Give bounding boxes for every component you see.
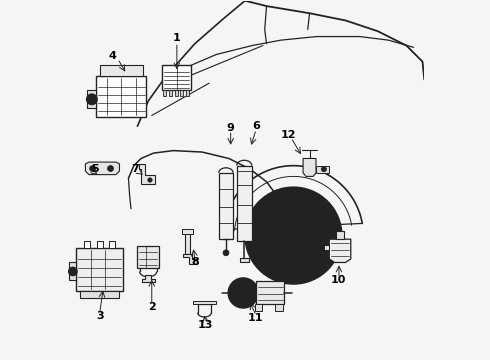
Polygon shape — [194, 301, 216, 304]
Circle shape — [148, 178, 152, 182]
Text: 8: 8 — [191, 257, 198, 267]
Bar — [336, 231, 344, 239]
Text: 7: 7 — [132, 164, 140, 174]
Circle shape — [296, 212, 304, 219]
Bar — [182, 229, 194, 234]
Circle shape — [108, 166, 113, 171]
Text: 12: 12 — [280, 130, 296, 140]
Text: 2: 2 — [148, 302, 156, 312]
Bar — [163, 90, 166, 96]
Circle shape — [296, 252, 304, 260]
Bar — [175, 90, 177, 96]
Circle shape — [321, 167, 326, 172]
Text: 6: 6 — [252, 121, 260, 131]
Polygon shape — [142, 275, 155, 282]
Text: 11: 11 — [248, 313, 264, 323]
Bar — [180, 90, 183, 96]
Polygon shape — [303, 158, 316, 176]
Circle shape — [228, 278, 258, 308]
Bar — [255, 304, 262, 311]
Bar — [219, 173, 233, 239]
Bar — [275, 304, 283, 311]
Circle shape — [245, 187, 342, 284]
Bar — [109, 241, 115, 248]
Circle shape — [272, 245, 280, 252]
Bar — [237, 166, 252, 241]
Circle shape — [234, 284, 252, 302]
Polygon shape — [316, 166, 329, 173]
Bar — [240, 258, 248, 262]
Bar — [84, 241, 90, 248]
Polygon shape — [80, 291, 120, 298]
Bar — [100, 65, 143, 76]
Text: 5: 5 — [91, 164, 99, 174]
Circle shape — [259, 202, 327, 270]
Text: 4: 4 — [108, 51, 116, 61]
Circle shape — [272, 219, 280, 226]
Polygon shape — [87, 90, 96, 108]
Text: 1: 1 — [173, 33, 181, 43]
Circle shape — [87, 94, 97, 105]
Polygon shape — [85, 162, 120, 175]
Bar — [76, 248, 123, 291]
Bar — [97, 241, 102, 248]
Bar — [137, 246, 159, 268]
Text: 3: 3 — [96, 311, 103, 321]
Circle shape — [69, 267, 77, 276]
Polygon shape — [329, 239, 351, 262]
Polygon shape — [324, 244, 329, 250]
Polygon shape — [183, 253, 197, 264]
Circle shape — [283, 226, 303, 246]
Text: 9: 9 — [227, 123, 235, 133]
Polygon shape — [69, 262, 76, 280]
Bar — [96, 76, 147, 117]
Bar — [185, 232, 191, 253]
Text: 10: 10 — [331, 275, 346, 285]
Bar — [162, 64, 191, 90]
Circle shape — [223, 250, 229, 256]
Circle shape — [90, 166, 96, 171]
Bar — [169, 90, 172, 96]
Bar — [256, 282, 285, 305]
Polygon shape — [139, 164, 155, 184]
Circle shape — [311, 232, 318, 239]
Text: 13: 13 — [198, 320, 213, 330]
Bar — [186, 90, 189, 96]
